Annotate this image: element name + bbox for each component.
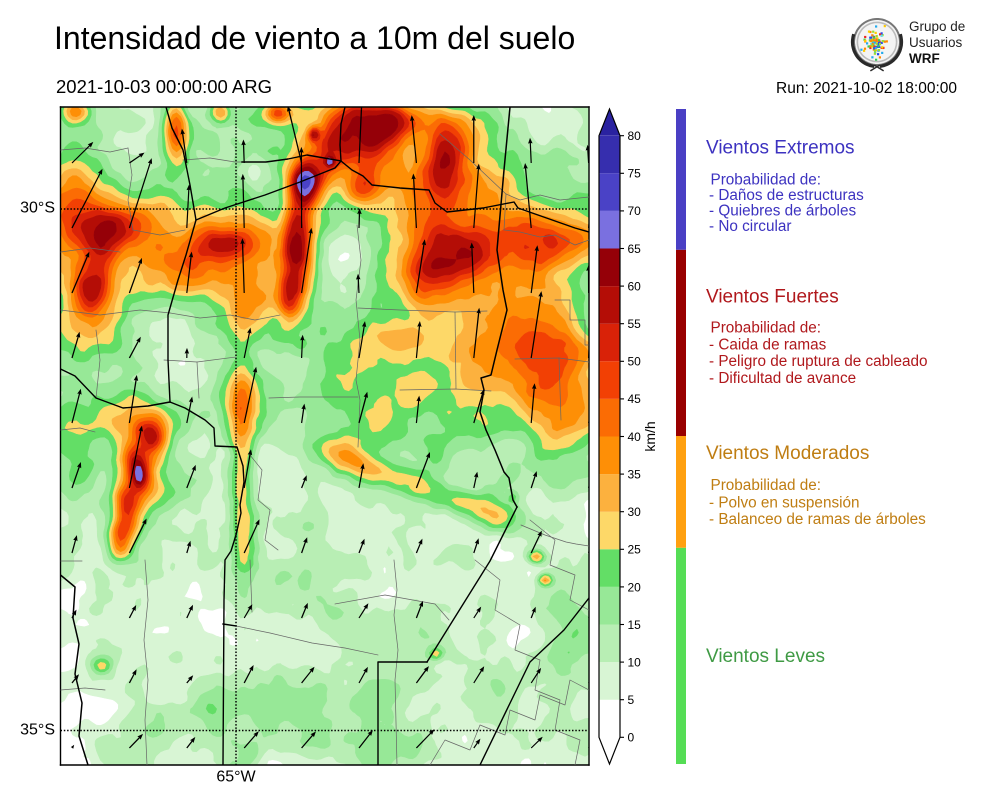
svg-text:70: 70	[628, 204, 642, 218]
svg-text:10: 10	[628, 656, 642, 670]
svg-text:15: 15	[628, 618, 642, 632]
svg-text:75: 75	[628, 167, 642, 181]
svg-text:- Polvo en suspensión: - Polvo en suspensión	[709, 495, 860, 512]
svg-text:Probabilidad de:: Probabilidad de:	[711, 477, 822, 494]
svg-text:50: 50	[628, 355, 642, 369]
svg-text:Grupo de: Grupo de	[909, 19, 965, 34]
svg-text:WRF: WRF	[909, 51, 940, 66]
svg-text:Run: 2021-10-02 18:00:00: Run: 2021-10-02 18:00:00	[776, 80, 957, 97]
svg-text:Usuarios: Usuarios	[909, 35, 963, 50]
svg-text:- Balanceo de ramas de árboles: - Balanceo de ramas de árboles	[709, 511, 926, 528]
svg-text:20: 20	[628, 580, 642, 594]
svg-text:- Dificultad de avance: - Dificultad de avance	[709, 370, 856, 387]
svg-text:40: 40	[628, 430, 642, 444]
svg-text:30°S: 30°S	[20, 200, 55, 217]
svg-text:Vientos Leves: Vientos Leves	[706, 646, 825, 667]
svg-text:5: 5	[628, 693, 635, 707]
svg-text:55: 55	[628, 317, 642, 331]
svg-text:- No circular: - No circular	[709, 218, 791, 235]
svg-text:65: 65	[628, 242, 642, 256]
svg-text:Probabilidad de:: Probabilidad de:	[711, 320, 822, 337]
svg-text:60: 60	[628, 279, 642, 293]
svg-text:- Caida de ramas: - Caida de ramas	[709, 337, 827, 354]
svg-text:0: 0	[628, 731, 635, 745]
svg-text:35: 35	[628, 468, 642, 482]
svg-text:30: 30	[628, 505, 642, 519]
svg-text:35°S: 35°S	[20, 722, 55, 739]
svg-text:Intensidad de viento a 10m del: Intensidad de viento a 10m del suelo	[54, 20, 575, 56]
svg-text:65°W: 65°W	[216, 769, 256, 786]
svg-text:- Daños de estructuras: - Daños de estructuras	[709, 187, 864, 204]
svg-text:2021-10-03 00:00:00 ARG: 2021-10-03 00:00:00 ARG	[56, 76, 272, 97]
svg-text:- Peligro de ruptura de cablea: - Peligro de ruptura de cableado	[709, 353, 928, 370]
svg-text:Vientos Extremos: Vientos Extremos	[706, 138, 855, 159]
svg-text:80: 80	[628, 129, 642, 143]
svg-text:km/h: km/h	[642, 421, 658, 451]
svg-text:Vientos Moderados: Vientos Moderados	[706, 443, 869, 464]
svg-text:45: 45	[628, 392, 642, 406]
svg-text:Vientos Fuertes: Vientos Fuertes	[706, 287, 839, 308]
svg-text:25: 25	[628, 543, 642, 557]
svg-text:Probabilidad de:: Probabilidad de:	[711, 172, 822, 189]
svg-text:- Quiebres de árboles: - Quiebres de árboles	[709, 203, 856, 220]
